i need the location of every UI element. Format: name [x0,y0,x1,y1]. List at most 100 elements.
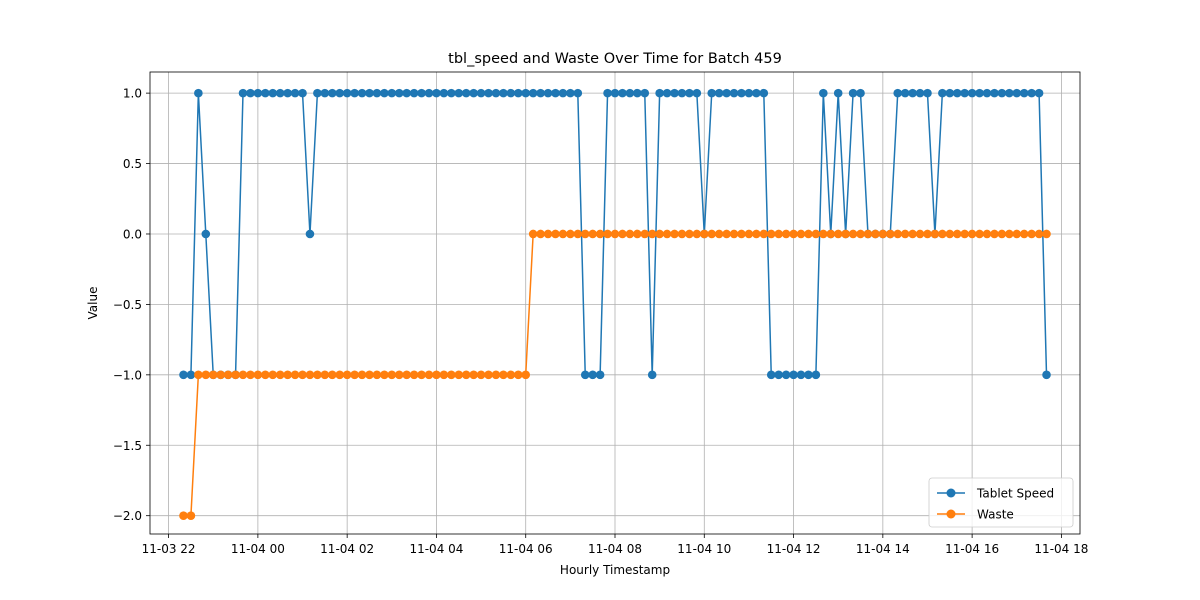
data-point-waste [439,370,449,380]
data-point-waste [253,370,263,380]
data-point-waste [766,229,776,239]
data-point-waste [558,229,568,239]
data-point-waste [908,229,917,239]
data-point-waste [923,229,932,239]
data-point-tablet-speed [305,229,315,239]
data-point-waste [461,370,471,380]
data-point-waste [699,229,709,239]
data-point-tablet-speed [804,370,813,380]
data-point-tablet-speed [313,88,322,98]
data-point-tablet-speed [789,370,798,380]
data-point-tablet-speed [893,88,903,98]
data-point-waste [588,229,597,239]
data-point-tablet-speed [447,88,456,98]
data-point-tablet-speed [774,370,783,380]
data-point-waste [298,370,307,380]
data-point-tablet-speed [796,370,806,380]
data-point-waste [208,370,218,380]
data-point-tablet-speed [558,88,568,98]
data-point-waste [424,370,434,380]
data-point-tablet-speed [327,88,337,98]
data-point-tablet-speed [521,88,531,98]
data-point-tablet-speed [476,88,486,98]
data-point-waste [528,229,538,239]
data-point-tablet-speed [179,370,188,380]
data-point-tablet-speed [819,88,828,98]
data-point-tablet-speed [595,370,605,380]
data-point-waste [1019,229,1029,239]
data-point-waste [633,229,642,239]
data-point-waste [655,229,664,239]
data-point-tablet-speed [551,88,560,98]
data-point-tablet-speed [707,88,717,98]
data-point-tablet-speed [737,88,746,98]
data-point-tablet-speed [618,88,627,98]
data-point-tablet-speed [610,88,620,98]
data-point-waste [513,370,523,380]
data-point-waste [848,229,858,239]
data-point-tablet-speed [848,88,858,98]
data-point-tablet-speed [409,88,419,98]
data-point-tablet-speed [283,88,292,98]
data-point-tablet-speed [528,88,538,98]
data-point-waste [394,370,404,380]
y-tick-label: 1.0 [123,87,142,101]
x-tick-label: 11-04 06 [499,542,553,556]
data-point-tablet-speed [424,88,434,98]
data-point-tablet-speed [439,88,449,98]
data-point-waste [476,370,486,380]
data-point-waste [261,370,270,380]
data-point-waste [1027,229,1036,239]
legend-marker-tablet-speed [946,488,956,498]
data-point-waste [551,229,560,239]
data-point-waste [967,229,977,239]
data-point-tablet-speed [603,88,612,98]
data-point-waste [826,229,836,239]
data-point-waste [365,370,374,380]
data-point-waste [268,370,278,380]
data-point-tablet-speed [469,88,478,98]
data-point-tablet-speed [543,88,553,98]
data-point-waste [982,229,992,239]
x-tick-label: 11-04 02 [320,542,374,556]
data-point-waste [179,511,188,520]
data-point-tablet-speed [454,88,464,98]
data-point-tablet-speed [923,88,932,98]
data-point-waste [752,229,761,239]
data-point-tablet-speed [714,88,724,98]
y-tick-label: 0.0 [123,227,142,241]
data-point-waste [885,229,895,239]
data-point-waste [804,229,813,239]
data-point-waste [662,229,672,239]
legend: Tablet Speed Waste [928,477,1074,528]
data-point-waste [447,370,456,380]
chart-title: tbl_speed and Waste Over Time for Batch … [448,51,782,67]
y-tick-label: −0.5 [113,298,142,312]
data-point-tablet-speed [1005,88,1014,98]
data-point-waste [789,229,798,239]
data-point-tablet-speed [997,88,1007,98]
data-point-tablet-speed [766,370,776,380]
data-point-waste [729,229,739,239]
data-point-tablet-speed [1034,88,1044,98]
data-point-waste [707,229,717,239]
data-point-waste [603,229,612,239]
y-tick-label: 0.5 [123,157,142,171]
data-point-tablet-speed [722,88,731,98]
data-point-tablet-speed [380,88,389,98]
data-point-waste [997,229,1007,239]
data-point-tablet-speed [506,88,516,98]
data-point-waste [960,229,969,239]
data-point-tablet-speed [633,88,642,98]
data-point-waste [990,229,999,239]
data-point-tablet-speed [342,88,352,98]
data-point-tablet-speed [186,370,196,380]
data-point-waste [796,229,806,239]
data-point-tablet-speed [417,88,426,98]
data-point-waste [900,229,910,239]
y-axis-label: Value [86,287,100,320]
data-point-tablet-speed [908,88,917,98]
data-point-waste [833,229,843,239]
data-point-tablet-speed [201,229,211,239]
